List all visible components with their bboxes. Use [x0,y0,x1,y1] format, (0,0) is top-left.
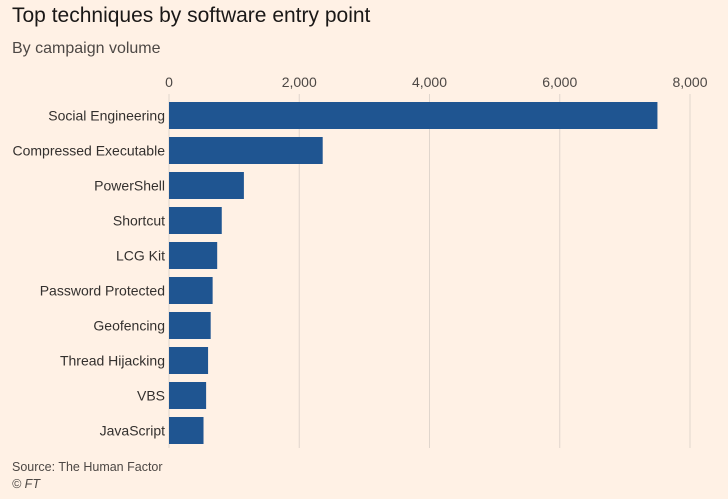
bar [169,417,204,444]
x-tick-label: 6,000 [542,74,577,90]
category-label: Geofencing [93,318,165,334]
category-label: Thread Hijacking [60,353,165,369]
bar [169,102,658,129]
bar [169,172,244,199]
copyright-note: © FT [12,477,40,491]
x-axis-ticks: 0 2,000 4,000 6,000 8,000 [165,74,708,90]
bar [169,312,211,339]
bar [169,242,218,269]
chart-title: Top techniques by software entry point [12,4,371,27]
bar [169,277,213,304]
category-label: Social Engineering [48,108,165,124]
bar [169,347,209,374]
category-label: LCG Kit [116,248,165,264]
bar [169,207,222,234]
category-label: Compressed Executable [12,143,165,159]
source-note: Source: The Human Factor [12,460,163,474]
x-tick-label: 8,000 [672,74,707,90]
category-label: VBS [137,388,165,404]
x-tick-label: 2,000 [282,74,317,90]
category-labels: Social Engineering Compressed Executable P… [12,108,165,439]
x-tick-label: 4,000 [412,74,447,90]
category-label: Shortcut [113,213,165,229]
bar [169,137,323,164]
bar [169,382,207,409]
category-label: Password Protected [40,283,165,299]
bars [169,102,658,444]
category-label: PowerShell [94,178,165,194]
category-label: JavaScript [100,423,165,439]
chart-subtitle: By campaign volume [12,40,161,57]
x-tick-label: 0 [165,74,173,90]
